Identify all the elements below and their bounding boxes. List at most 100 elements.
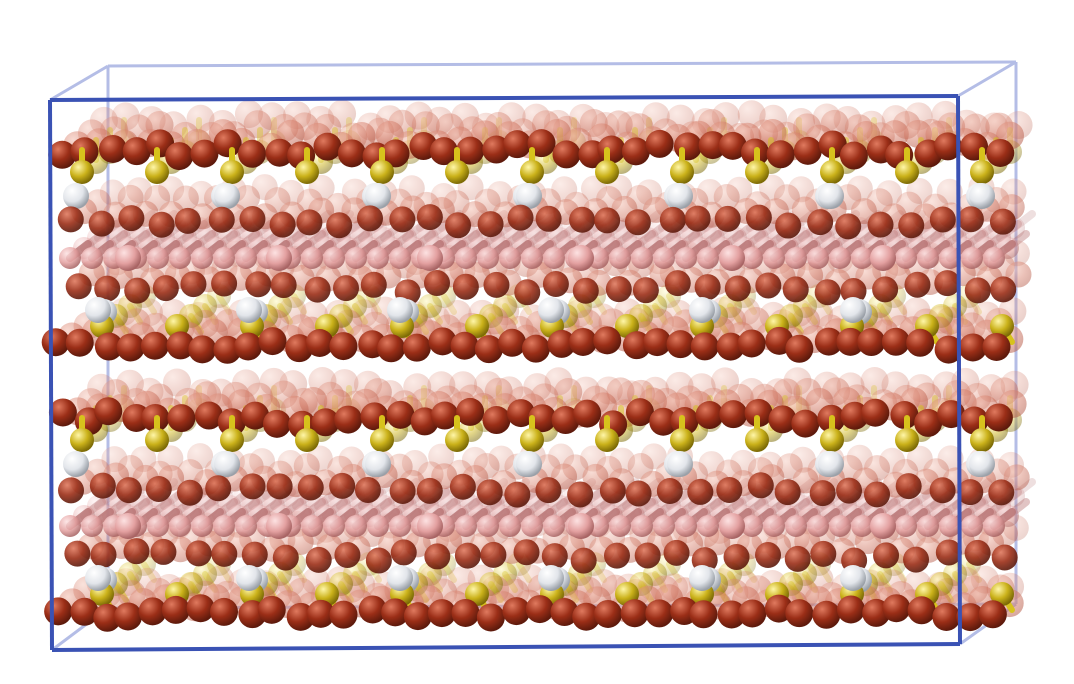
oxygen-atom: [272, 544, 299, 571]
oxygen-atom: [547, 329, 576, 358]
boron-atom: [169, 515, 191, 537]
oxygen-atom: [334, 542, 361, 569]
oxygen-atom: [498, 328, 527, 357]
boron-atom: [115, 245, 141, 271]
oxygen-atom: [535, 205, 562, 232]
oxygen-atom: [882, 594, 911, 623]
oxygen-atom: [810, 540, 837, 567]
hydrogen-atom: [667, 183, 693, 209]
boron-atom: [763, 247, 785, 269]
oxygen-atom: [428, 327, 457, 356]
boron-atom: [543, 247, 565, 269]
box-edge-back: [107, 60, 1017, 68]
box-edge-front: [48, 99, 54, 651]
oxygen-atom: [567, 481, 594, 508]
oxygen-atom: [64, 540, 91, 567]
oxygen-atom: [239, 473, 266, 500]
hydrogen-atom: [840, 565, 866, 591]
boron-atom: [389, 247, 411, 269]
oxygen-atom: [305, 329, 334, 358]
oxygen-atom: [914, 408, 943, 437]
sulfur-atom: [465, 314, 489, 338]
oxygen-atom: [768, 405, 797, 434]
oxygen-atom: [758, 119, 787, 148]
oxygen-atom: [689, 600, 718, 629]
oxygen-atom: [572, 277, 599, 304]
oxygen-atom: [836, 327, 865, 356]
oxygen-atom: [180, 271, 207, 298]
oxygen-atom: [785, 334, 814, 363]
boron-atom: [191, 247, 213, 269]
boron-atom: [213, 515, 235, 537]
oxygen-atom: [861, 398, 890, 427]
oxygen-atom: [98, 134, 127, 163]
oxygen-atom: [507, 204, 534, 231]
boron-atom: [917, 515, 939, 537]
sulfur-atom: [595, 428, 619, 452]
oxygen-atom: [502, 597, 531, 626]
hydrogen-atom: [214, 451, 240, 477]
oxygen-atom: [690, 332, 719, 361]
oxygen-atom: [664, 270, 691, 297]
boron-atom: [235, 515, 257, 537]
oxygen-atom: [381, 598, 410, 627]
oxygen-atom: [645, 599, 674, 628]
sulfur-atom: [370, 428, 394, 452]
boron-atom: [367, 515, 389, 537]
oxygen-atom: [535, 477, 562, 504]
oxygen-atom: [452, 273, 479, 300]
oxygen-atom: [840, 278, 867, 305]
oxygen-atom: [44, 597, 73, 626]
sulfur-atom: [745, 160, 769, 184]
oxygen-atom: [329, 472, 356, 499]
oxygen-atom: [649, 407, 678, 436]
oxygen-atom: [989, 208, 1016, 235]
oxygen-atom: [48, 140, 77, 169]
oxygen-atom: [719, 400, 748, 429]
boron-atom: [939, 247, 961, 269]
oxygen-atom: [166, 331, 195, 360]
hydrogen-atom: [85, 297, 111, 323]
oxygen-atom: [716, 332, 745, 361]
sulfur-atom: [465, 582, 489, 606]
oxygen-atom: [573, 399, 602, 428]
boron-atom: [697, 247, 719, 269]
boron-atom: [961, 515, 983, 537]
oxygen-atom: [305, 546, 332, 573]
oxygen-atom: [241, 401, 270, 430]
oxygen-atom: [713, 184, 740, 211]
boron-atom: [301, 247, 323, 269]
oxygen-atom: [474, 335, 503, 364]
box-edge-front: [956, 95, 962, 645]
sulfur-atom: [970, 428, 994, 452]
oxygen-atom: [634, 542, 661, 569]
oxygen-atom: [818, 130, 847, 159]
oxygen-atom: [528, 404, 557, 433]
oxygen-atom: [123, 538, 150, 565]
hydrogen-atom: [538, 565, 564, 591]
sulfur-atom: [70, 428, 94, 452]
oxygen-atom: [990, 276, 1017, 303]
oxygen-atom: [895, 473, 922, 500]
boron-atom: [455, 247, 477, 269]
oxygen-atom: [745, 204, 772, 231]
boron-atom: [568, 245, 594, 271]
oxygen-atom: [194, 401, 223, 430]
oxygen-atom: [982, 332, 1011, 361]
oxygen-atom: [449, 473, 476, 500]
oxygen-atom: [835, 213, 862, 240]
oxygen-atom: [632, 277, 659, 304]
hydrogen-atom: [63, 451, 89, 477]
oxygen-atom: [65, 273, 92, 300]
oxygen-atom: [718, 131, 747, 160]
oxygen-atom: [416, 204, 443, 231]
oxygen-atom: [234, 332, 263, 361]
oxygen-atom: [297, 474, 324, 501]
boron-atom: [719, 245, 745, 271]
boron-atom: [870, 245, 896, 271]
hydrogen-atom: [63, 183, 89, 209]
oxygen-atom: [541, 543, 568, 570]
oxygen-atom: [716, 476, 743, 503]
oxygen-atom: [176, 479, 203, 506]
boron-atom: [147, 247, 169, 269]
